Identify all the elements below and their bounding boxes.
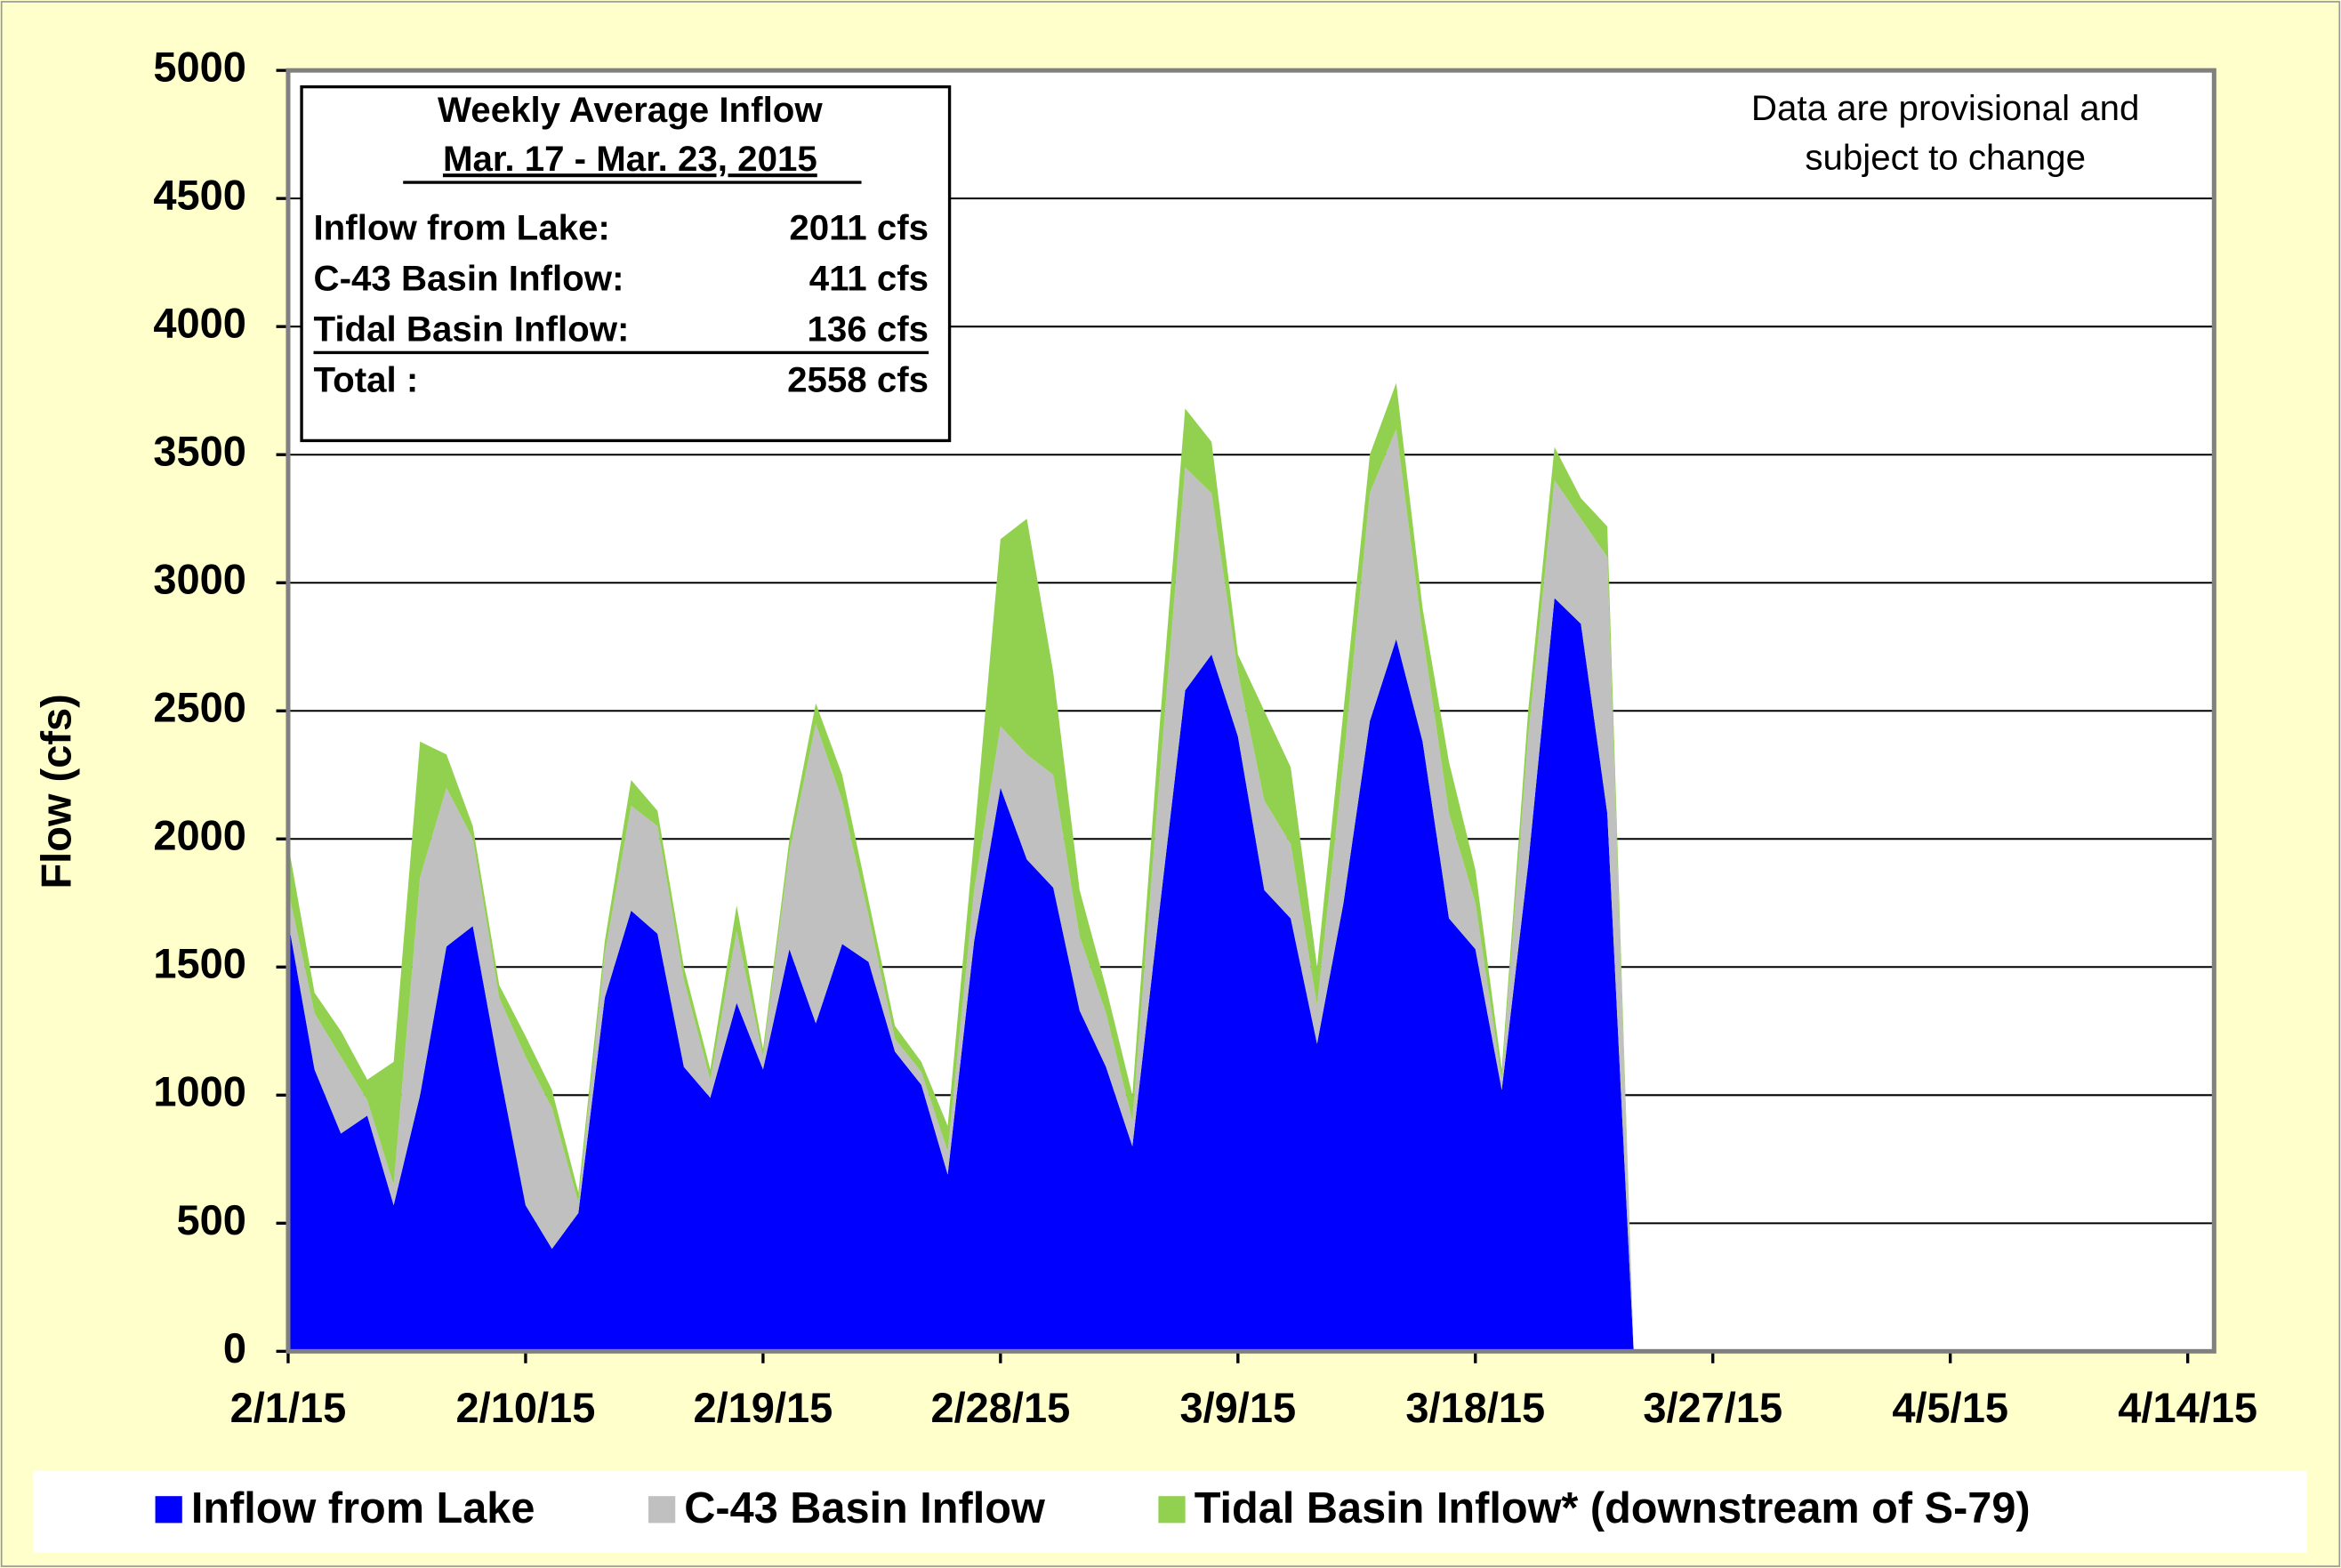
plot-border bbox=[286, 68, 2216, 1354]
x-tick-label: 4/14/15 bbox=[2118, 1384, 2257, 1431]
y-tick-label: 3000 bbox=[153, 556, 246, 603]
y-tick-label: 1000 bbox=[153, 1068, 246, 1115]
info-box: Weekly Average Inflow Mar. 17 - Mar. 23,… bbox=[300, 84, 952, 443]
x-tick-label: 2/1/15 bbox=[230, 1384, 347, 1431]
info-value: 2011 cfs bbox=[789, 207, 929, 247]
legend-swatch bbox=[648, 1496, 676, 1524]
y-tick-label: 5000 bbox=[153, 44, 246, 91]
info-label: Total : bbox=[314, 360, 419, 400]
area bbox=[287, 598, 1634, 1352]
y-tick-label: 4500 bbox=[153, 172, 246, 219]
y-axis-label: Flow (cfs) bbox=[33, 694, 80, 889]
x-tick-label: 4/5/15 bbox=[1892, 1384, 2008, 1431]
x-tick-label: 2/19/15 bbox=[693, 1384, 833, 1431]
info-value: 136 cfs bbox=[807, 310, 929, 350]
info-subtitle: Mar. 17 - Mar. 23, 2015 bbox=[443, 139, 817, 179]
x-tick-label: 2/28/15 bbox=[930, 1384, 1070, 1431]
x-tick-label: 2/10/15 bbox=[456, 1384, 596, 1431]
y-tick-label: 500 bbox=[177, 1196, 246, 1243]
y-tick-label: 2500 bbox=[153, 684, 246, 731]
y-tick-label: 1500 bbox=[153, 940, 246, 987]
y-tick-label: 4000 bbox=[153, 300, 246, 347]
note: subject to change bbox=[1805, 137, 2086, 177]
legend-label: Tidal Basin Inflow* (downstream of S-79) bbox=[1195, 1484, 2031, 1532]
legend-label: Inflow from Lake bbox=[191, 1484, 535, 1532]
legend-label: C-43 Basin Inflow bbox=[684, 1484, 1045, 1532]
legend-swatch bbox=[155, 1496, 182, 1524]
info-value: 411 cfs bbox=[809, 258, 929, 298]
info-label: Inflow from Lake: bbox=[314, 207, 610, 247]
info-label: C-43 Basin Inflow: bbox=[314, 258, 624, 298]
x-tick-label: 3/18/15 bbox=[1405, 1384, 1545, 1431]
note: Data are provisional and bbox=[1751, 88, 2139, 128]
x-tick-label: 3/9/15 bbox=[1179, 1384, 1296, 1431]
x-tick-label: 3/27/15 bbox=[1643, 1384, 1782, 1431]
info-title: Weekly Average Inflow bbox=[438, 90, 823, 130]
y-tick-label: 3500 bbox=[153, 428, 246, 475]
info-label: Tidal Basin Inflow: bbox=[314, 310, 630, 350]
info-box-frame bbox=[300, 84, 952, 443]
y-tick-label: 2000 bbox=[153, 812, 246, 859]
legend-swatch bbox=[1158, 1496, 1186, 1524]
info-value: 2558 cfs bbox=[787, 360, 929, 400]
y-tick-label: 0 bbox=[223, 1324, 246, 1371]
